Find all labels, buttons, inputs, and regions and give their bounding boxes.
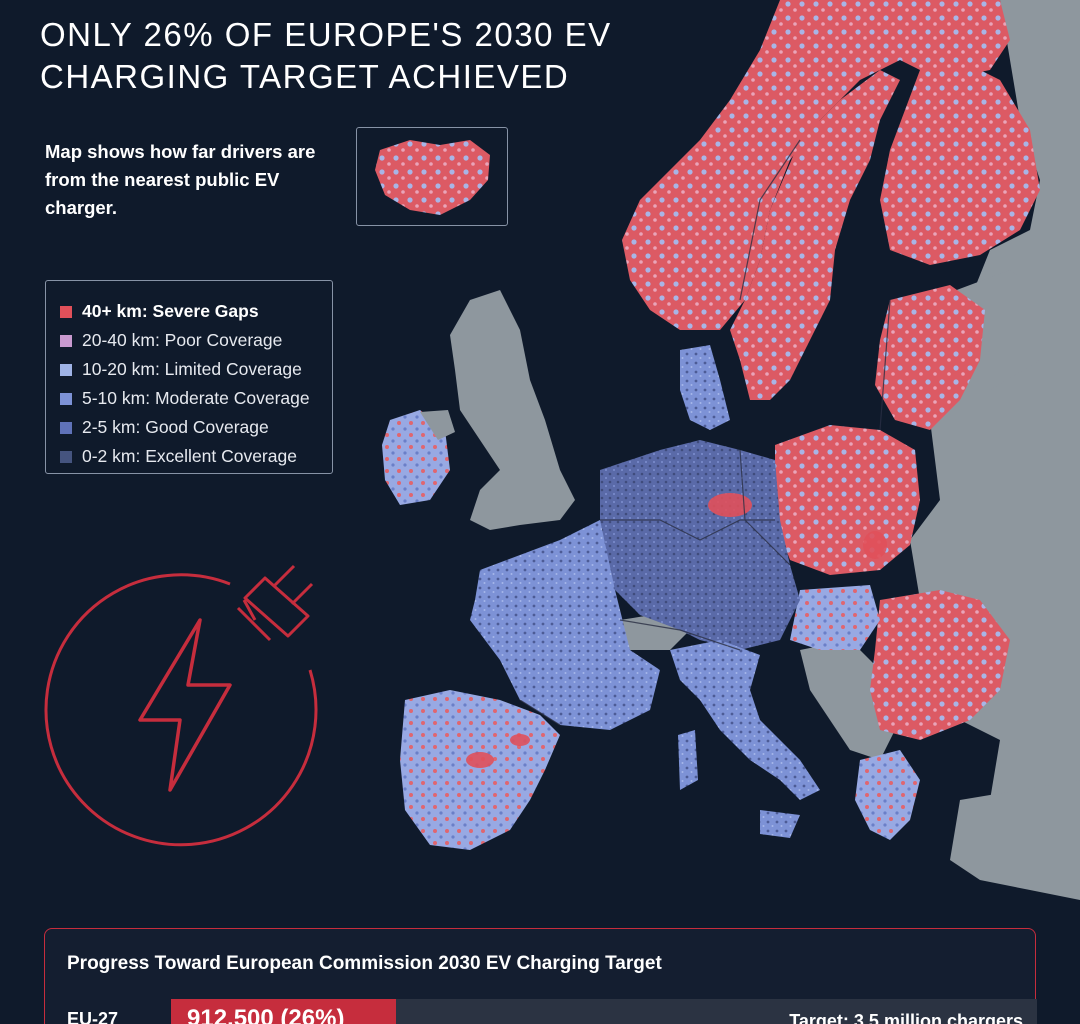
legend-swatch: [60, 421, 72, 434]
legend-swatch: [60, 305, 72, 318]
title-line-1: ONLY 26% OF EUROPE'S 2030 EV: [40, 16, 612, 53]
page-title: ONLY 26% OF EUROPE'S 2030 EV CHARGING TA…: [40, 14, 680, 98]
legend-item-poor: 20-40 km: Poor Coverage: [60, 326, 332, 355]
progress-target: Target: 3.5 million chargers: [789, 1011, 1023, 1024]
legend-item-severe: 40+ km: Severe Gaps: [60, 297, 332, 326]
severe-gap-hotspots: [466, 493, 887, 768]
legend-swatch: [60, 334, 72, 347]
legend-label: 20-40 km: Poor Coverage: [82, 330, 283, 350]
title-line-2: CHARGING TARGET ACHIEVED: [40, 58, 570, 95]
region-ireland: [382, 410, 450, 505]
ev-charger-icon: [44, 564, 318, 847]
progress-region-label: EU-27: [67, 1009, 119, 1024]
legend-label: 10-20 km: Limited Coverage: [82, 359, 302, 379]
region-sweden: [730, 70, 900, 400]
region-northern-ireland: [420, 410, 455, 440]
legend-label: 2-5 km: Good Coverage: [82, 417, 269, 437]
region-norway: [622, 0, 1010, 330]
region-finland: [880, 60, 1040, 265]
legend-label: 0-2 km: Excellent Coverage: [82, 446, 297, 466]
region-france: [470, 520, 660, 730]
legend-swatch: [60, 392, 72, 405]
legend-label: 40+ km: Severe Gaps: [82, 301, 259, 321]
legend-swatch: [60, 450, 72, 463]
progress-panel: Progress Toward European Commission 2030…: [44, 928, 1037, 1024]
country-borders: [519, 139, 891, 726]
progress-track: 912,500 (26%) Target: 3.5 million charge…: [171, 999, 1037, 1024]
progress-title: Progress Toward European Commission 2030…: [67, 953, 662, 974]
region-poland: [775, 425, 920, 575]
progress-value: 912,500 (26%): [187, 1005, 345, 1024]
legend-item-good: 2-5 km: Good Coverage: [60, 413, 332, 442]
legend-swatch: [60, 363, 72, 376]
region-sicily: [760, 810, 800, 838]
region-hungary: [790, 585, 880, 650]
region-sardinia: [678, 730, 698, 790]
region-iceland: [375, 140, 490, 215]
progress-row: EU-27 912,500 (26%) Target: 3.5 million …: [67, 999, 1037, 1024]
region-iberia: [400, 690, 560, 850]
legend-item-moderate: 5-10 km: Moderate Coverage: [60, 384, 332, 413]
region-central-europe: [600, 440, 800, 650]
iceland-inset-frame: [356, 127, 508, 226]
region-greece: [855, 750, 920, 840]
region-romania-bulgaria: [870, 590, 1010, 740]
region-italy: [670, 640, 820, 800]
map-subtitle: Map shows how far drivers are from the n…: [45, 141, 316, 218]
legend-item-excellent: 0-2 km: Excellent Coverage: [60, 442, 332, 471]
legend-item-limited: 10-20 km: Limited Coverage: [60, 355, 332, 384]
region-denmark: [680, 345, 730, 430]
map-legend: 40+ km: Severe Gaps 20-40 km: Poor Cover…: [45, 280, 333, 474]
region-baltics: [875, 285, 985, 430]
legend-label: 5-10 km: Moderate Coverage: [82, 388, 310, 408]
progress-fill: 912,500 (26%): [171, 999, 397, 1024]
